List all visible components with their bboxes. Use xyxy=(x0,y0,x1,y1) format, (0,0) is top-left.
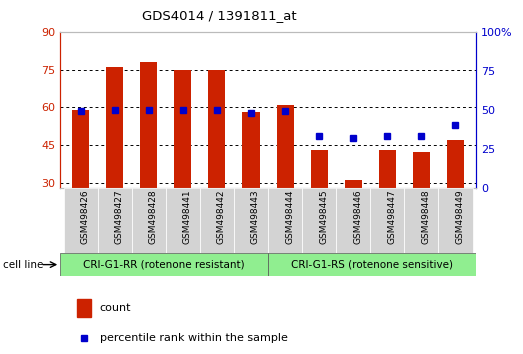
Text: percentile rank within the sample: percentile rank within the sample xyxy=(100,333,288,343)
FancyBboxPatch shape xyxy=(200,188,234,253)
Text: GSM498448: GSM498448 xyxy=(422,190,430,244)
Text: GSM498426: GSM498426 xyxy=(81,190,89,244)
Bar xyxy=(379,150,396,188)
FancyBboxPatch shape xyxy=(302,188,336,253)
FancyBboxPatch shape xyxy=(336,188,370,253)
Text: GSM498445: GSM498445 xyxy=(319,190,328,244)
FancyBboxPatch shape xyxy=(234,188,268,253)
Text: GSM498442: GSM498442 xyxy=(217,190,226,244)
Text: GSM498427: GSM498427 xyxy=(115,190,123,244)
Text: CRI-G1-RS (rotenone sensitive): CRI-G1-RS (rotenone sensitive) xyxy=(291,259,453,270)
FancyBboxPatch shape xyxy=(268,253,476,276)
Bar xyxy=(413,153,430,188)
Text: GSM498446: GSM498446 xyxy=(353,190,362,244)
FancyBboxPatch shape xyxy=(132,188,166,253)
FancyBboxPatch shape xyxy=(98,188,132,253)
Text: GSM498449: GSM498449 xyxy=(456,190,464,244)
Text: GSM498443: GSM498443 xyxy=(251,190,260,244)
Text: count: count xyxy=(100,303,131,313)
Text: GDS4014 / 1391811_at: GDS4014 / 1391811_at xyxy=(142,9,297,22)
Bar xyxy=(140,62,157,188)
Bar xyxy=(243,112,259,188)
Text: CRI-G1-RR (rotenone resistant): CRI-G1-RR (rotenone resistant) xyxy=(83,259,245,270)
Bar xyxy=(345,180,362,188)
Text: GSM498441: GSM498441 xyxy=(183,190,192,244)
FancyBboxPatch shape xyxy=(370,188,404,253)
FancyBboxPatch shape xyxy=(268,188,302,253)
Text: GSM498444: GSM498444 xyxy=(285,190,294,244)
Text: GSM498447: GSM498447 xyxy=(388,190,396,244)
Bar xyxy=(447,140,464,188)
Text: cell line: cell line xyxy=(3,260,43,270)
Bar xyxy=(106,67,123,188)
FancyBboxPatch shape xyxy=(64,188,98,253)
Bar xyxy=(174,69,191,188)
Bar xyxy=(72,110,89,188)
FancyBboxPatch shape xyxy=(60,253,268,276)
Bar xyxy=(77,299,92,317)
Text: GSM498428: GSM498428 xyxy=(149,190,158,244)
FancyBboxPatch shape xyxy=(166,188,200,253)
Bar xyxy=(311,150,328,188)
Bar xyxy=(277,105,293,188)
Bar xyxy=(208,69,225,188)
FancyBboxPatch shape xyxy=(438,188,472,253)
FancyBboxPatch shape xyxy=(404,188,438,253)
